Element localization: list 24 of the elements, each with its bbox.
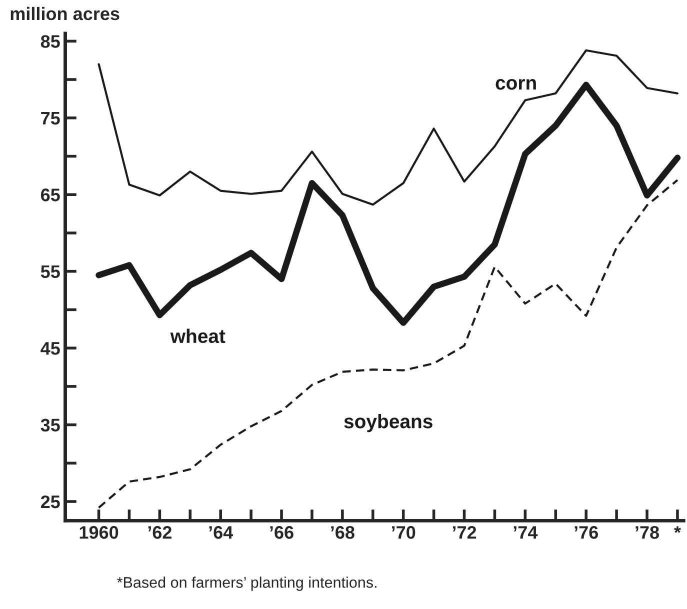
x-tick-label: * (674, 526, 681, 533)
x-tick-label: ’68 (331, 526, 354, 539)
x-tick-label: ’74 (514, 526, 538, 539)
x-tick-label: 1960 (80, 526, 118, 539)
y-tick-label: 65 (40, 188, 60, 202)
y-axis-title: million acres (10, 6, 120, 20)
series-label: wheat (170, 328, 226, 344)
x-tick-label: ’70 (392, 526, 416, 539)
x-tick-label: ’76 (574, 526, 598, 539)
x-tick-label: ’62 (148, 526, 172, 539)
x-tick-label: ’64 (209, 526, 234, 539)
y-tick-label: 35 (40, 418, 60, 432)
series-label: corn (496, 79, 536, 90)
y-tick-label: 85 (40, 35, 60, 48)
text: *Based on farmers’ planting intentions. (117, 576, 376, 591)
y-tick-label: 45 (40, 342, 60, 355)
line-series (98, 49, 679, 206)
y-tick-label: 55 (40, 265, 60, 278)
x-tick-label: ’72 (452, 526, 476, 539)
y-tick-label: 75 (41, 112, 60, 125)
x-tick-label: ’78 (636, 526, 660, 539)
y-tick-label: 25 (40, 495, 60, 508)
x-tick-label: ’66 (270, 526, 294, 539)
text: soybeans (344, 414, 432, 432)
